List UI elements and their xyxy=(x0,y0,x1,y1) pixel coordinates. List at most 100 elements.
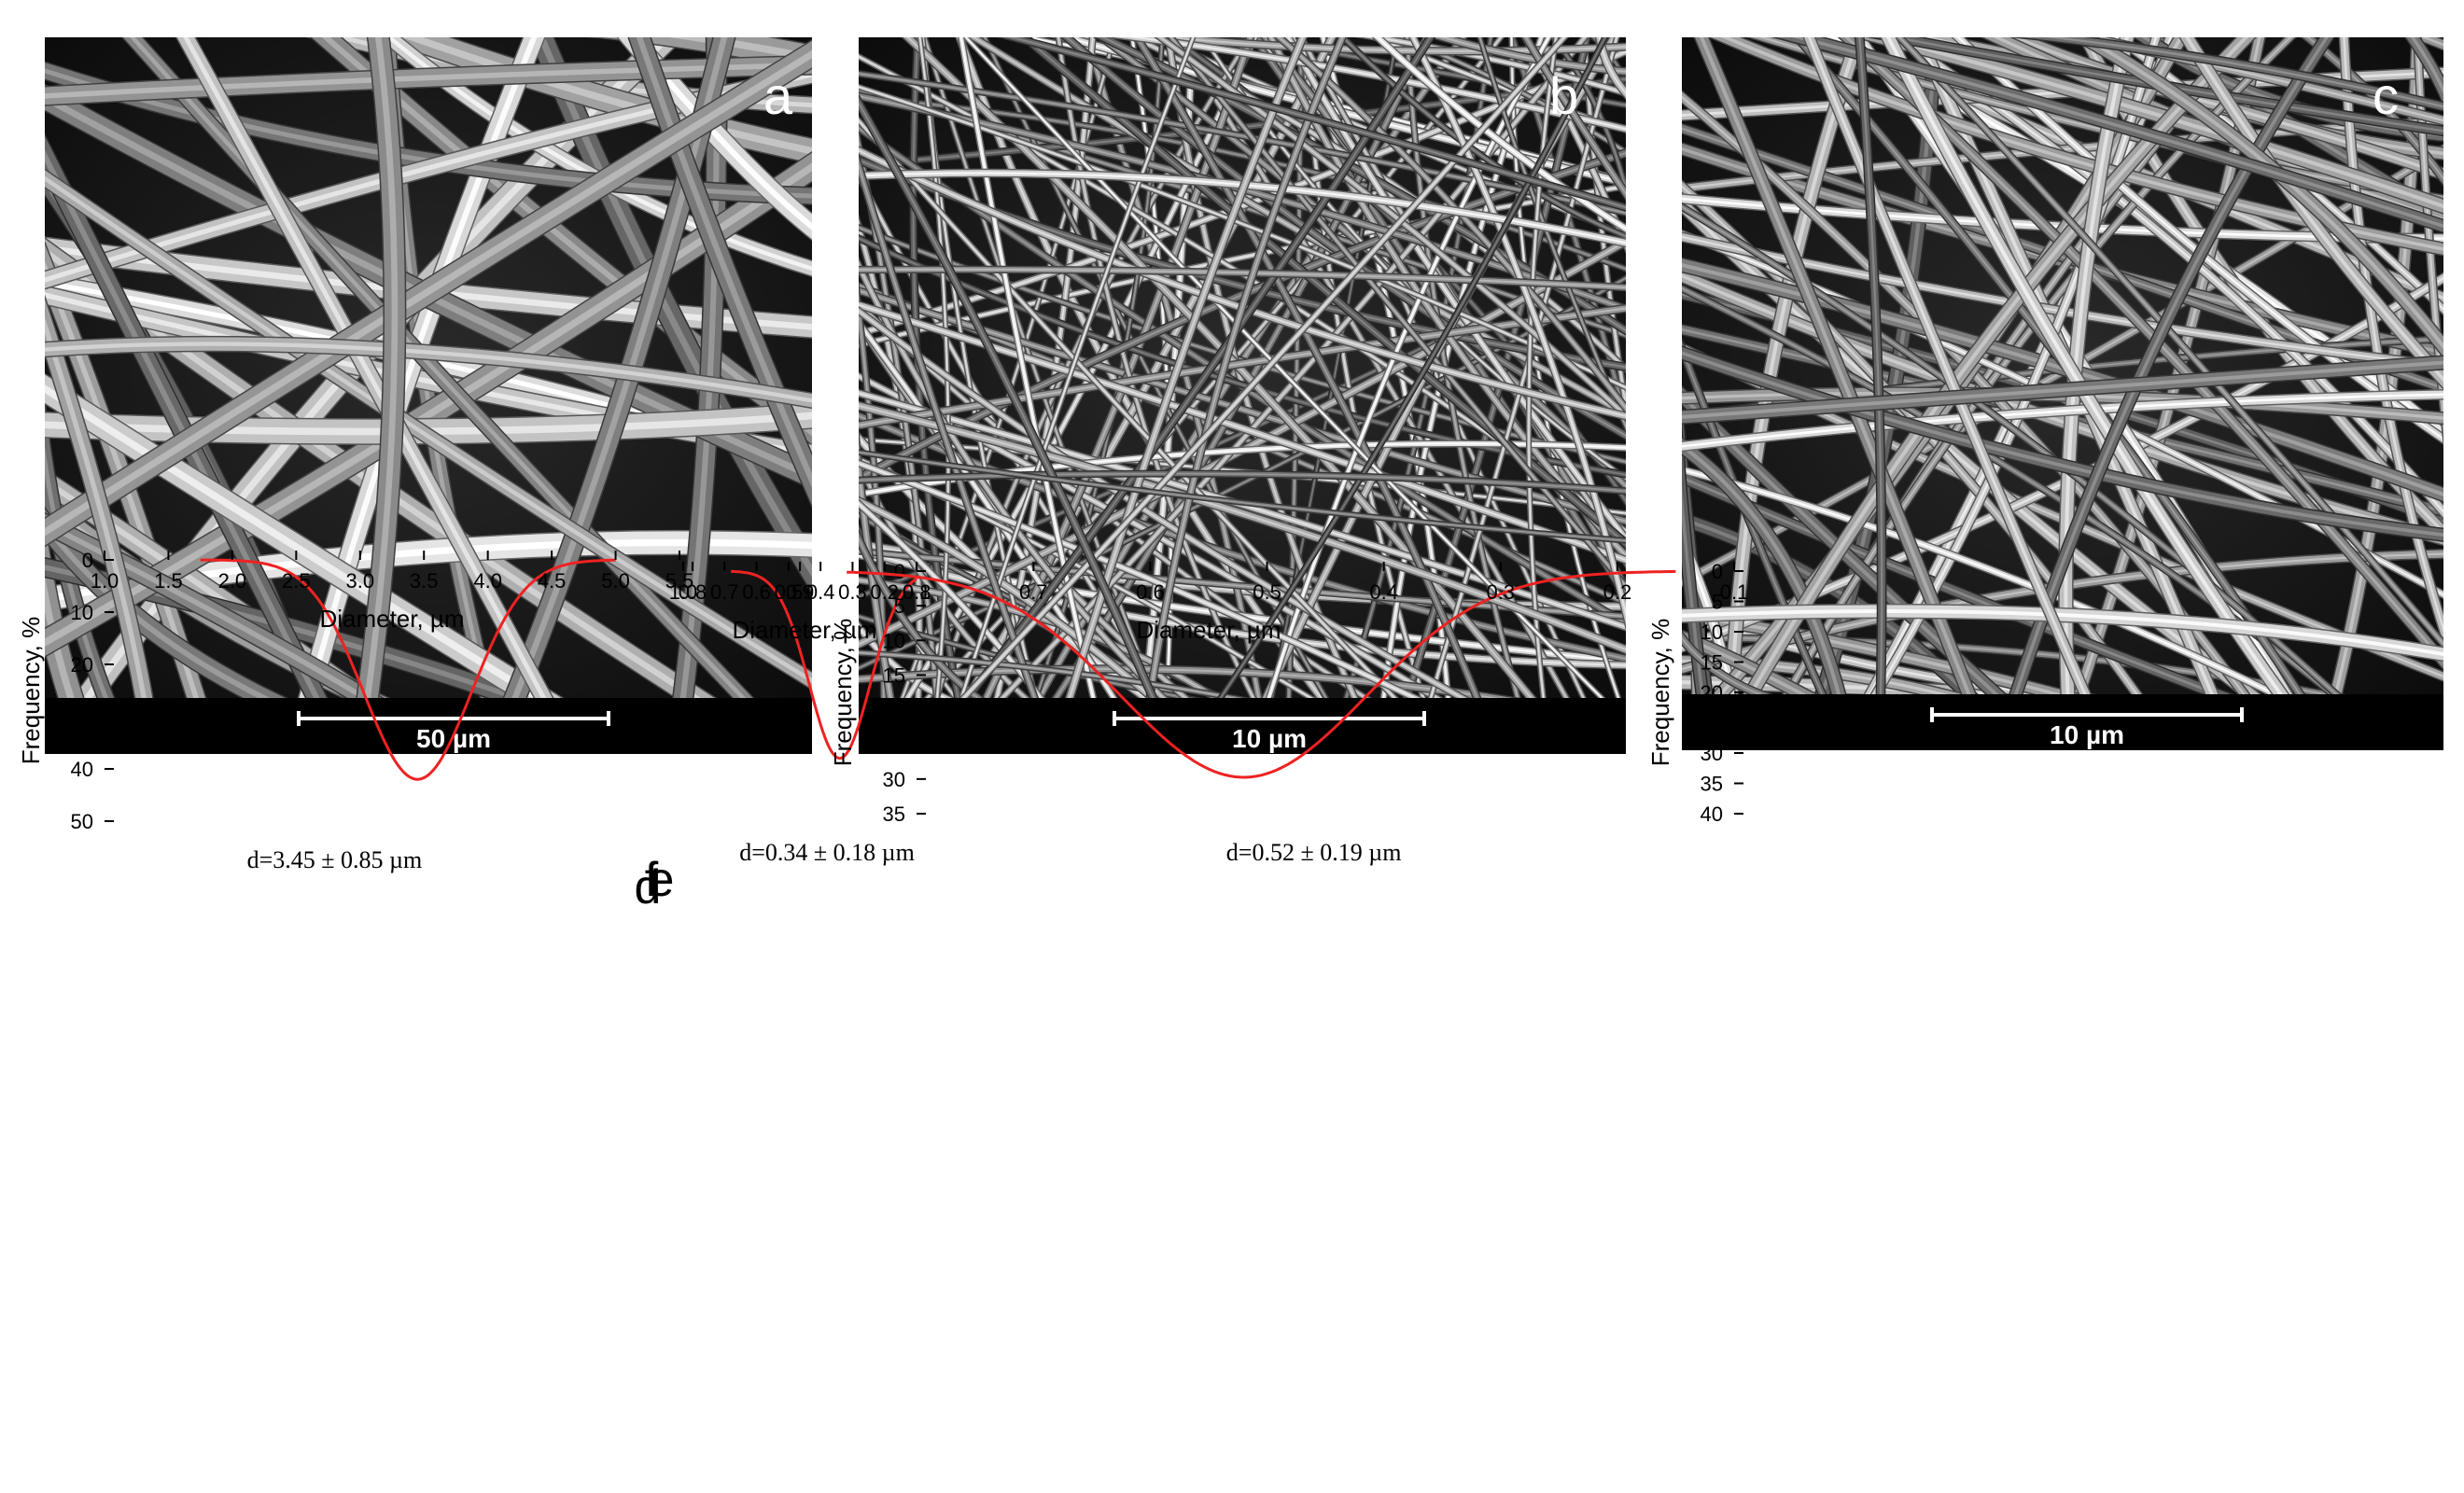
panel-letter-c: c xyxy=(2373,66,2399,125)
fiber-highlight xyxy=(1065,37,1626,437)
y-tick-label: 10 xyxy=(883,629,905,652)
y-tick-label: 30 xyxy=(1701,742,1723,765)
x-tick-label: 0.2 xyxy=(1603,580,1632,604)
scale-bar-label-a: 50 µm xyxy=(416,724,491,753)
histogram-chart-d: 1.0 1.5 2.0 2.5 3.0 3.5 4.0 4.5 5.0 5.5 0 10 20 30 40 5… xyxy=(17,549,693,914)
fiber-highlight xyxy=(859,268,1626,288)
fiber-highlight xyxy=(1682,262,2443,497)
fiber-highlight xyxy=(1524,37,1626,196)
fiber-highlight xyxy=(1682,468,2277,694)
fiber-highlight xyxy=(45,175,812,684)
fiber-highlight xyxy=(1169,37,1626,588)
fiber-mesh-b xyxy=(859,37,1626,698)
y-axis-label: Frequency, % xyxy=(17,617,45,764)
x-tick-label: 0.4 xyxy=(1369,580,1398,604)
scale-bar-label-b: 10 µm xyxy=(1232,724,1307,753)
fiber-highlight xyxy=(636,37,812,488)
fiber-highlight xyxy=(45,575,75,698)
sem-image-b: b 10 µm xyxy=(859,37,1626,754)
fiber-highlight xyxy=(859,303,1626,562)
fiber-highlight xyxy=(1158,37,1626,417)
fiber-highlight xyxy=(859,172,1626,244)
fiber-highlight xyxy=(1791,37,2443,229)
fiber-highlight xyxy=(1395,37,1626,153)
x-tick-label: 0.7 xyxy=(710,580,739,604)
fiber-highlight xyxy=(1748,37,2249,694)
fiber-highlight xyxy=(1682,535,1732,694)
y-tick-label: 25 xyxy=(1701,712,1723,735)
fiber-highlight xyxy=(1406,37,1519,698)
fiber-highlight xyxy=(1807,37,2087,694)
fiber-highlight xyxy=(859,472,1626,493)
fiber-highlight xyxy=(1220,37,1606,698)
normal-fit-curve xyxy=(847,569,1676,779)
fiber-highlight xyxy=(859,101,1155,698)
y-tick-label: 35 xyxy=(1701,773,1723,796)
y-tick-label: 10 xyxy=(1701,621,1723,644)
fiber-highlight xyxy=(859,404,1626,651)
fiber-highlight xyxy=(45,445,108,698)
scale-bar-b: 10 µm xyxy=(859,698,1626,754)
x-tick-label: 0.2 xyxy=(870,580,899,604)
x-tick-label: 0.1 xyxy=(1720,580,1749,604)
scale-bar-label-c: 10 µm xyxy=(2050,720,2124,749)
y-tick-label: 5 xyxy=(1712,591,1723,614)
fiber-highlight xyxy=(1682,345,1824,694)
fiber-highlight xyxy=(1341,37,1626,237)
fiber-highlight xyxy=(1858,37,1883,694)
x-tick-label: 4.0 xyxy=(473,569,502,593)
y-tick-label: 40 xyxy=(1701,802,1723,826)
fiber-highlight xyxy=(1372,37,1626,94)
histogram-chart-e: 0.10.20.30.40.50.60.70.805101520253035Di… xyxy=(648,560,931,907)
scale-bar-c: 10 µm xyxy=(1682,694,2443,750)
x-axis-label: Diameter, µm xyxy=(319,605,464,633)
fiber-highlight xyxy=(364,37,399,698)
fiber-highlight xyxy=(859,119,1396,698)
y-tick-label: 10 xyxy=(71,601,93,624)
fiber-highlight xyxy=(1528,37,1557,698)
x-tick-label: 0.5 xyxy=(1253,580,1281,604)
fiber-highlight xyxy=(965,37,1603,698)
y-tick-label: 15 xyxy=(1701,651,1723,675)
histogram-chart-f: 0.10.20.30.40.50.60.70.80.91.00510152025… xyxy=(645,560,1749,907)
x-tick-label: 0.9 xyxy=(786,580,815,604)
fiber-highlight xyxy=(859,162,1036,698)
scale-bar-a: 50 µm xyxy=(45,698,812,754)
fiber-mesh-c xyxy=(1682,37,2443,694)
panel-letter-d: d xyxy=(635,860,662,914)
x-tick-label: 0.3 xyxy=(838,580,867,604)
fiber-highlight xyxy=(2185,37,2443,383)
y-tick-label: 40 xyxy=(71,758,93,781)
sem-image-c: c 10 µm xyxy=(1682,37,2443,750)
normal-fit-curve xyxy=(730,569,917,760)
scale-bar-line-c xyxy=(1930,707,2244,722)
fiber-highlight xyxy=(859,651,1237,698)
fiber-highlight xyxy=(960,37,1194,698)
fiber-highlight xyxy=(859,459,892,698)
y-tick-label: 20 xyxy=(71,653,93,677)
fiber-highlight xyxy=(1131,37,1626,370)
scale-bar-line-a xyxy=(297,711,610,726)
fiber-highlight xyxy=(1682,443,1841,694)
x-tick-label: 3.5 xyxy=(410,569,439,593)
normal-fit-curve xyxy=(200,558,616,781)
panel-letter-a: a xyxy=(763,66,793,125)
x-axis-label: Diameter, µm xyxy=(1136,616,1281,644)
x-tick-label: 0.4 xyxy=(806,580,835,604)
fiber-highlight xyxy=(1682,608,2443,657)
mean-diameter-annotation: d=3.45 ± 0.85 µm xyxy=(247,846,423,873)
fiber-highlight xyxy=(859,263,1165,698)
fiber-highlight xyxy=(859,537,980,698)
x-axis-label: Diameter, µm xyxy=(732,616,876,644)
fiber-highlight xyxy=(1008,37,1626,209)
fiber-highlight xyxy=(984,37,1327,698)
scale-bar-line-b xyxy=(1113,711,1426,726)
x-tick-label: 0.6 xyxy=(742,580,771,604)
fiber-highlight xyxy=(1682,360,2443,419)
mean-diameter-annotation: d=0.34 ± 0.18 µm xyxy=(739,839,915,866)
x-tick-label: 1.0 xyxy=(91,569,119,593)
y-tick-label: 50 xyxy=(71,810,93,833)
x-tick-label: 0.8 xyxy=(679,580,707,604)
x-tick-label: 4.5 xyxy=(538,569,567,593)
fiber-highlight xyxy=(2420,37,2443,47)
